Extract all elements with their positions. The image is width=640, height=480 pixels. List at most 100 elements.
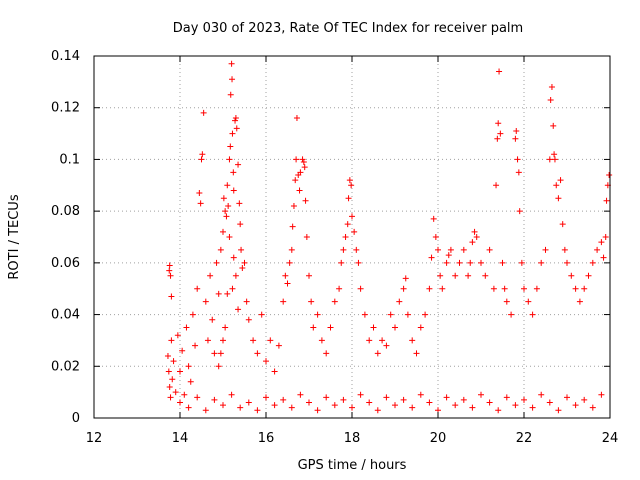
data-point [229,130,236,137]
data-point [495,407,502,414]
data-point [243,298,250,305]
data-point [361,311,368,318]
data-point [340,246,347,253]
data-point [538,259,545,266]
data-point [370,324,377,331]
data-point [550,122,557,129]
data-point [217,246,224,253]
data-point [452,402,459,409]
data-point [471,228,478,235]
data-point [275,342,282,349]
data-point [220,195,227,202]
data-point [196,190,203,197]
data-point [557,177,564,184]
data-point [357,391,364,398]
data-point [229,285,236,292]
data-point [516,208,523,215]
data-point [349,404,355,411]
data-point [387,311,394,318]
data-point [217,350,224,357]
data-point [297,169,304,176]
data-points [164,60,613,414]
data-point [452,272,459,279]
data-point [200,109,207,116]
data-point [323,394,330,401]
data-point [167,394,174,401]
data-point [293,115,300,122]
y-tick-label: 0.08 [51,204,80,219]
data-point [271,368,278,375]
data-point [417,391,424,398]
data-point [254,407,261,414]
data-point [495,120,502,127]
data-point [564,394,570,401]
data-point [572,402,579,409]
data-point [225,202,232,209]
data-point [215,290,222,297]
data-point [166,262,173,269]
data-point [199,151,206,158]
x-tick-label: 24 [602,431,619,446]
data-point [553,182,560,189]
data-point [546,156,553,163]
data-point [187,378,194,385]
data-point [233,125,240,132]
data-point [220,228,226,235]
data-point [443,394,450,401]
data-point [497,130,504,137]
data-point [303,234,310,240]
data-point [168,293,175,300]
data-point [508,311,515,318]
data-point [227,143,234,150]
data-point [437,272,444,279]
data-point [300,159,307,166]
data-point [204,337,211,344]
data-point [236,200,243,207]
data-point [503,298,510,305]
data-point [215,363,222,370]
data-point [238,246,245,253]
data-point [323,350,330,357]
data-point [286,259,293,266]
data-point [165,368,172,375]
data-point [167,272,174,279]
data-point [400,285,407,292]
data-point [179,347,186,354]
data-point [606,171,613,178]
data-point [327,324,334,331]
data-point [585,272,592,279]
data-point [499,259,506,266]
data-point [192,342,199,349]
data-point [229,76,236,83]
data-point [232,272,239,279]
data-point [267,337,274,344]
data-point [351,228,358,235]
data-point [223,213,230,220]
data-point [512,135,519,142]
data-point [409,337,416,344]
data-point [357,285,364,292]
data-point [194,394,201,401]
data-point [589,259,596,266]
data-point [478,391,484,398]
data-point [220,402,226,409]
data-point [435,246,441,253]
data-point [482,272,489,279]
data-point [241,259,248,266]
data-point [513,127,520,134]
data-point [465,272,472,279]
data-point [538,391,545,398]
data-point [486,246,493,253]
data-point [501,285,508,292]
data-point [490,285,497,292]
data-point [222,208,229,215]
data-point [222,324,229,331]
x-tick-label: 18 [344,431,361,446]
data-point [486,399,493,406]
data-point [514,156,521,163]
data-point [288,246,295,253]
data-point [189,311,196,318]
data-point [226,156,233,163]
data-point [289,223,296,230]
